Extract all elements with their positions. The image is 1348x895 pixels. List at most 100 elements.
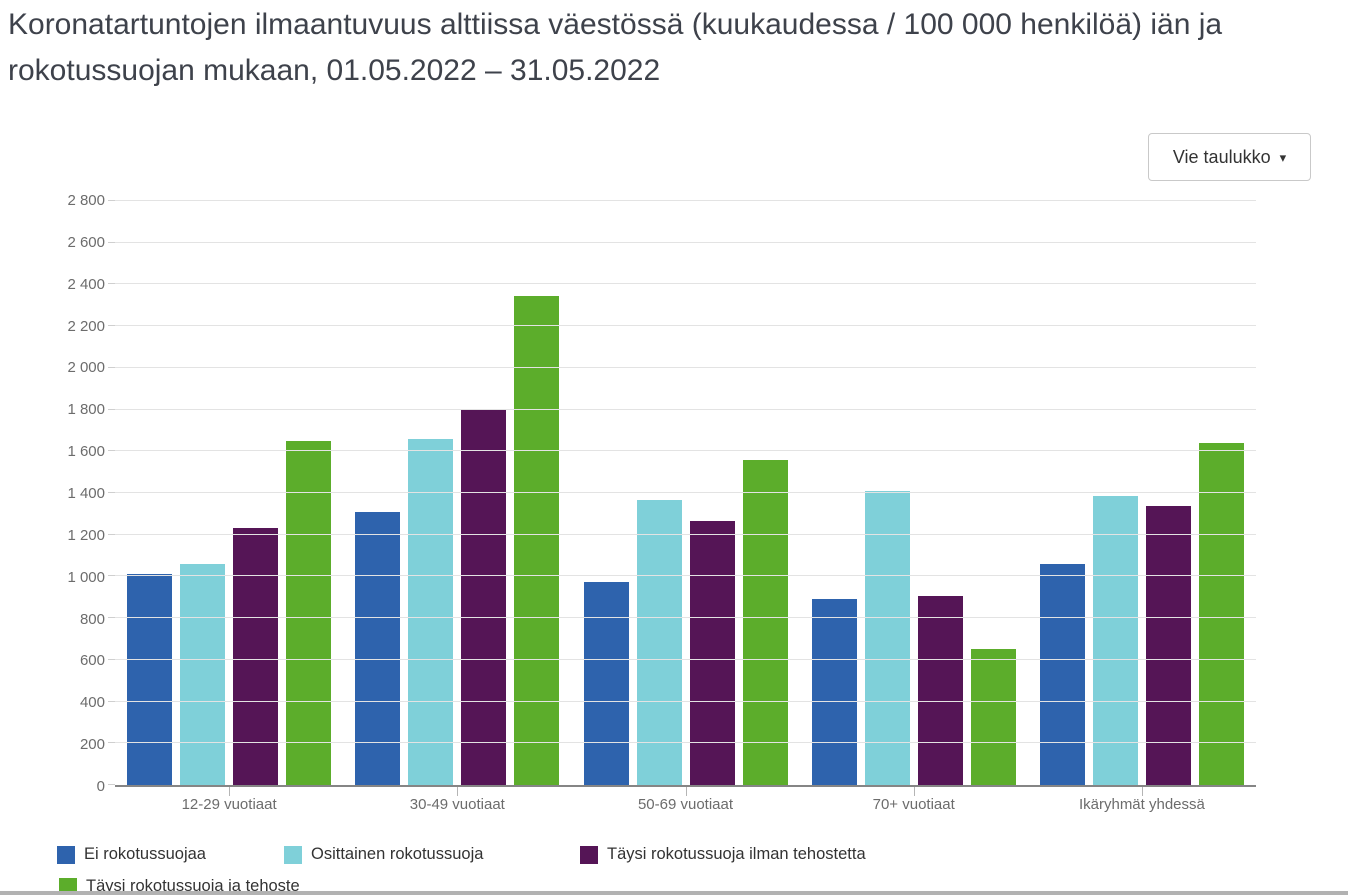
x-axis-tick [1141,787,1143,796]
bar-osittainen-rokotussuoja-1[interactable] [180,563,226,785]
category-group [1028,201,1256,785]
legend-swatch-icon [580,845,598,864]
category-group [343,201,571,785]
x-axis-category-label: 30-49 vuotiaat [409,796,505,813]
x-axis-tick [229,787,231,796]
y-axis-tick [108,366,115,368]
y-axis-tick [108,742,115,744]
legend-label: Täysi rokotussuoja ja tehoste [86,877,300,895]
legend-label: Ei rokotussuojaa [84,845,206,863]
x-axis-labels: 12-29 vuotiaat 30-49 vuotiaat 50-69 vuotia… [115,796,1256,813]
y-axis-tick-label: 1 200 [67,526,105,544]
gridline [115,492,1256,493]
legend-item-4[interactable]: Täysi rokotussuoja ja tehoste [59,877,300,895]
bar-osittainen-rokotussuoja-5[interactable] [1092,496,1138,785]
category-group [800,201,1028,785]
y-axis-tick [108,408,115,410]
bar-t-ysi-rokotussuoja-ilman-tehostetta-3[interactable] [689,521,735,785]
bar-t-ysi-rokotussuoja-ja-tehoste-3[interactable] [742,459,788,785]
chevron-down-icon: ▾ [1279,149,1287,165]
y-axis-tick-label: 0 [96,778,105,795]
x-axis-category-label: 50-69 vuotiaat [637,796,734,813]
category-group [115,201,343,785]
gridline [115,617,1256,619]
y-axis-tick [108,658,115,660]
legend-label: Osittainen rokotussuoja [311,845,484,863]
bar-t-ysi-rokotussuoja-ja-tehoste-2[interactable] [514,295,560,785]
gridline [115,658,1256,660]
y-axis-tick-label: 1 400 [67,485,105,502]
gridline [115,241,1256,243]
bar-osittainen-rokotussuoja-3[interactable] [636,500,682,785]
x-axis-tick [685,787,687,796]
export-table-button[interactable]: Vie taulukko ▾ [1148,133,1311,181]
gridline [115,575,1256,577]
bar-t-ysi-rokotussuoja-ja-tehoste-1[interactable] [286,440,332,785]
bar-t-ysi-rokotussuoja-ja-tehoste-5[interactable] [1198,442,1244,785]
gridline [115,742,1256,744]
export-table-label: Vie taulukko [1172,146,1271,167]
x-axis-category-label: Ikäryhmät yhdessä [1078,796,1205,813]
legend-swatch-icon [57,845,75,864]
y-axis-tick-label: 2 200 [67,317,105,335]
y-axis-tick-label: 2 800 [67,192,105,209]
gridline [115,200,1256,201]
bar-osittainen-rokotussuoja-4[interactable] [864,490,910,785]
y-axis: 0 200 400 600 800 1 000 1 200 1 400 1 600 1 800 2 … [0,192,105,795]
y-axis-tick [108,617,115,619]
bar-t-ysi-rokotussuoja-ilman-tehostetta-4[interactable] [917,596,963,785]
y-axis-tick [108,492,115,493]
gridline [115,408,1256,410]
y-axis-tick-label: 1 000 [67,568,105,586]
y-axis-tick-label: 1 800 [67,401,105,419]
y-axis-tick-label: 600 [79,652,105,670]
gridline [115,283,1256,285]
legend-label: Täysi rokotussuoja ilman tehostetta [607,845,866,863]
legend-swatch-icon [284,845,302,864]
x-axis-category-label: 70+ vuotiaat [872,796,955,813]
y-axis-tick [108,200,115,201]
y-axis-tick [108,784,115,785]
category-group [571,201,799,785]
gridline [115,366,1256,368]
bar-ei-rokotussuojaa-1[interactable] [127,574,173,785]
y-axis-tick [108,575,115,577]
bar-ei-rokotussuojaa-5[interactable] [1039,563,1085,785]
bar-osittainen-rokotussuoja-2[interactable] [408,438,454,785]
bar-groups [115,201,1256,785]
y-axis-tick-label: 2 400 [67,275,105,293]
plot-area [108,200,1256,796]
y-axis-tick-label: 800 [79,610,105,628]
x-axis-tick [457,787,459,796]
bar-t-ysi-rokotussuoja-ilman-tehostetta-2[interactable] [461,408,507,785]
gridline [115,325,1256,327]
gridline [115,450,1256,452]
bar-t-ysi-rokotussuoja-ilman-tehostetta-5[interactable] [1145,505,1191,785]
y-axis-tick [108,283,115,285]
legend-item-1[interactable]: Ei rokotussuojaa [57,845,206,864]
y-axis-tick [108,533,115,535]
x-axis-tick [913,787,915,796]
x-axis-category-label: 12-29 vuotiaat [181,796,277,813]
legend-item-3[interactable]: Täysi rokotussuoja ilman tehostetta [580,845,866,864]
gridline [115,533,1256,535]
bottom-divider [0,891,1348,895]
y-axis-tick [108,325,115,327]
y-axis-tick-label: 2 600 [67,233,105,251]
gridline [115,700,1256,702]
bar-ei-rokotussuojaa-2[interactable] [355,511,401,785]
bar-t-ysi-rokotussuoja-ja-tehoste-4[interactable] [970,649,1016,785]
y-axis-tick-label: 400 [79,694,105,712]
y-axis-tick-label: 2 000 [67,359,105,377]
y-axis-tick [108,241,115,243]
bar-ei-rokotussuojaa-4[interactable] [811,599,857,785]
chart-title: Koronatartuntojen ilmaantuvuus alttiissa… [8,8,1223,87]
bar-t-ysi-rokotussuoja-ilman-tehostetta-1[interactable] [233,528,279,785]
bar-ei-rokotussuojaa-3[interactable] [583,581,629,785]
y-axis-tick-label: 200 [79,736,105,754]
legend-item-2[interactable]: Osittainen rokotussuoja [284,845,483,864]
y-axis-tick-label: 1 600 [67,443,105,461]
y-axis-tick [108,700,115,702]
legend-swatch-icon [59,877,77,895]
